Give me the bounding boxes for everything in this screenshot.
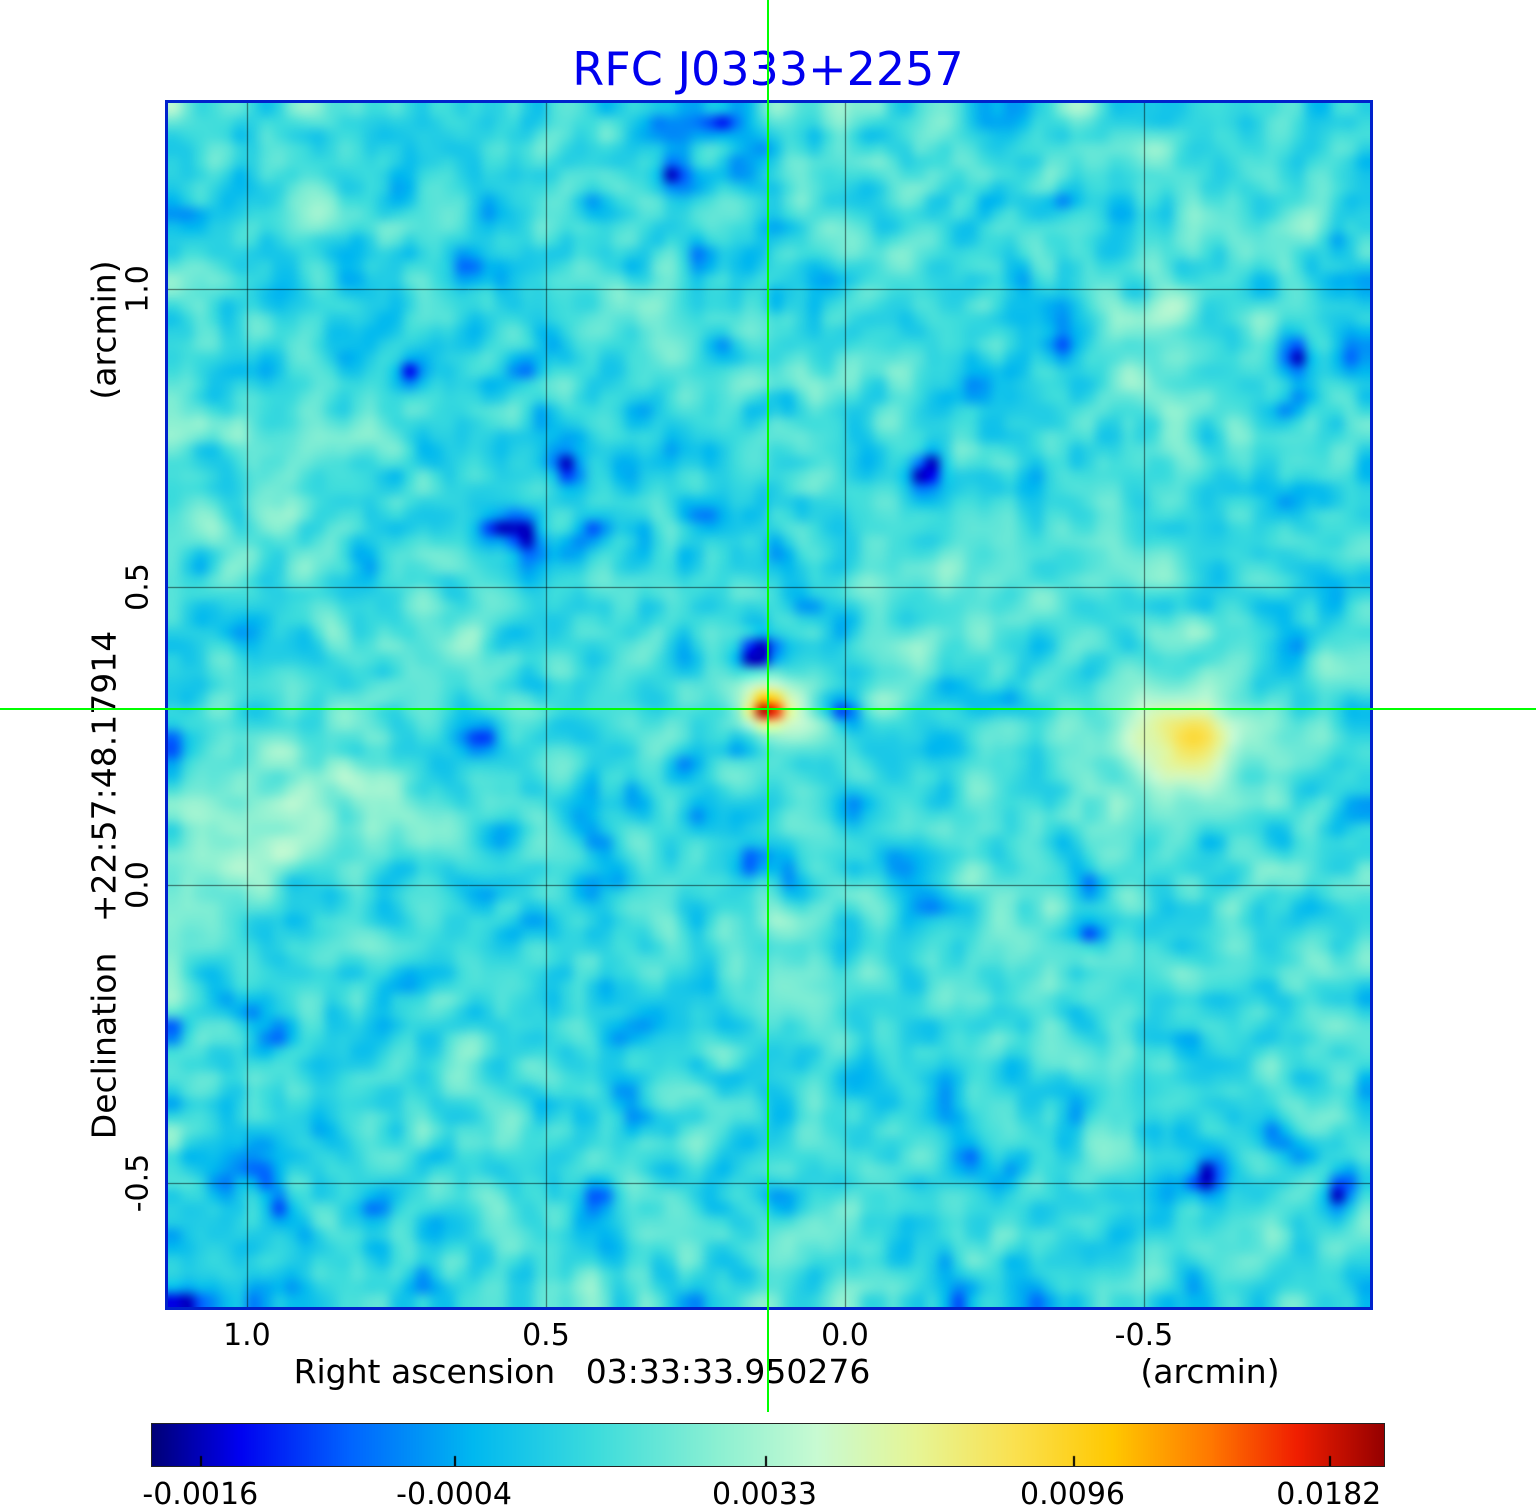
x-axis-label: Right ascension [293, 1352, 556, 1391]
sky-intensity-map [168, 103, 1370, 1307]
y-tick-label-2: 0.0 [120, 861, 156, 910]
x-axis-title: Right ascension 03:33:33.950276 [294, 1352, 871, 1391]
colorbar-label-2: 0.0033 [712, 1477, 818, 1511]
y-axis-dec-value: +22:57:48.17914 [84, 630, 124, 923]
x-tick-label-1: 0.5 [522, 1318, 570, 1353]
y-tick-label-0: 1.0 [120, 265, 156, 314]
y-axis-unit: (arcmin) [84, 260, 124, 400]
x-axis-unit: (arcmin) [1140, 1352, 1280, 1391]
x-axis-ra-value: 03:33:33.950276 [585, 1352, 871, 1391]
colorbar-gradient [152, 1424, 1384, 1466]
figure-title: RFC J0333+2257 [572, 42, 964, 96]
colorbar-label-3: 0.0096 [1020, 1477, 1126, 1511]
y-axis-label: Declination [84, 952, 124, 1140]
x-tick-label-3: -0.5 [1114, 1318, 1174, 1353]
colorbar-label-1: -0.0004 [396, 1477, 512, 1511]
y-tick-label-3: -0.5 [120, 1153, 156, 1213]
colorbar-label-4: 0.0182 [1276, 1477, 1382, 1511]
x-tick-label-2: 0.0 [821, 1318, 869, 1353]
y-axis-title: Declination +22:57:48.17914 [85, 631, 124, 1139]
colorbar [151, 1423, 1385, 1467]
y-tick-label-1: 0.5 [120, 563, 156, 612]
colorbar-label-0: -0.0016 [142, 1477, 259, 1511]
x-tick-label-0: 1.0 [223, 1318, 271, 1353]
